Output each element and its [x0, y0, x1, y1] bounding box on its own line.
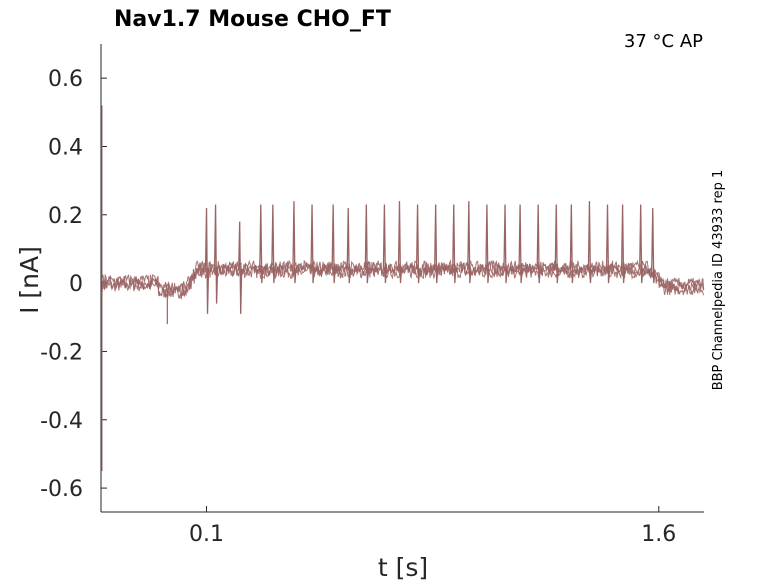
trace-spike — [271, 204, 276, 284]
trace-spike — [651, 207, 656, 284]
x-axis-label: t [s] — [378, 553, 428, 582]
trace-spike — [452, 204, 457, 284]
trace-spike — [397, 201, 403, 284]
trace-spike — [605, 204, 611, 284]
y-tick-label: -0.6 — [40, 477, 83, 502]
y-ticks: 0.6 0.4 0.2 0 -0.2 -0.4 -0.6 — [40, 67, 107, 502]
y-tick-label: 0.6 — [48, 67, 83, 92]
trace-spike — [587, 201, 593, 284]
y-tick-label: -0.2 — [40, 340, 83, 365]
trace-spike — [292, 201, 297, 284]
trace-spike — [467, 201, 472, 284]
x-tick-label: 1.6 — [641, 522, 676, 547]
trace-spike — [415, 204, 421, 284]
trace-spike — [238, 221, 243, 314]
channelpedia-id-label: BBP Channelpedia ID 43933 rep 1 — [711, 170, 726, 391]
trace-spike — [364, 204, 369, 284]
temperature-protocol-annotation: 37 °C AP — [624, 31, 703, 52]
trace-spike — [259, 204, 264, 284]
trace-spike — [639, 204, 644, 284]
trace-spike — [536, 204, 541, 284]
y-tick-label: 0 — [69, 272, 83, 297]
x-ticks: 0.1 1.6 — [189, 506, 676, 547]
y-tick-label: 0.4 — [48, 135, 83, 160]
x-tick-label: 0.1 — [189, 522, 224, 547]
y-axis-label: I [nA] — [15, 246, 44, 314]
chart-title: Nav1.7 Mouse CHO_FT — [114, 7, 391, 32]
trace-spike — [569, 204, 574, 284]
axes — [100, 44, 704, 513]
trace-spike — [518, 204, 523, 284]
trace-spike — [204, 207, 210, 314]
trace-spike — [554, 204, 559, 284]
trace-spike — [620, 204, 626, 284]
y-tick-label: 0.2 — [48, 204, 83, 229]
trace-spike — [382, 204, 388, 284]
trace-baseline — [101, 259, 705, 295]
trace-spike — [434, 204, 439, 284]
trace-spike — [485, 204, 490, 284]
trace-spike — [331, 204, 336, 284]
trace-spike — [346, 207, 351, 284]
trace-spike — [310, 204, 315, 284]
trace-spike — [503, 204, 508, 284]
y-tick-label: -0.4 — [40, 409, 83, 434]
trace-spike — [213, 204, 219, 304]
trace-group — [101, 105, 705, 472]
